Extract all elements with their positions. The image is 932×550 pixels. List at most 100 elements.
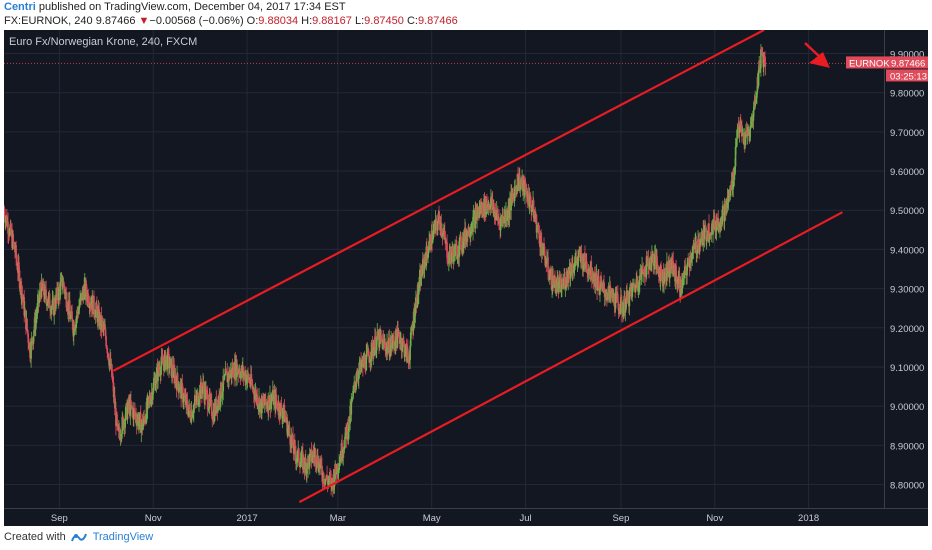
candle-body (449, 246, 452, 256)
candle-body (248, 379, 251, 384)
candle-body (764, 65, 767, 66)
candle-body (400, 338, 403, 350)
candle-body (592, 277, 594, 281)
candle-body (708, 223, 710, 240)
candle-body (259, 402, 261, 413)
candle-body (656, 264, 659, 267)
candle-body (20, 281, 23, 300)
candle-body (358, 370, 360, 380)
candle-body (59, 281, 62, 296)
candle-body (145, 402, 148, 423)
high-label: H: (301, 15, 313, 27)
price-tag-box (846, 56, 928, 69)
candle-body (12, 234, 15, 242)
candle-body (686, 257, 689, 267)
candle-body (105, 336, 107, 347)
candle-body (399, 340, 402, 344)
candle-body (551, 287, 553, 290)
author-link[interactable]: Centri (4, 1, 36, 13)
candle-body (251, 384, 254, 389)
candle-body (263, 404, 265, 406)
candle-body (619, 311, 621, 314)
chart-frame[interactable]: Euro Fx/Norwegian Krone, 240, FXCM 8.8000… (4, 30, 928, 526)
candle-body (310, 449, 313, 462)
candle-body (735, 138, 738, 147)
candle-body (705, 239, 708, 241)
candle-body (443, 231, 446, 238)
candle-body (688, 260, 690, 267)
candle-body (692, 249, 694, 252)
candle-body (561, 282, 563, 290)
candle-body (407, 348, 409, 358)
candle-body (337, 469, 340, 471)
down-arrow-icon: ▼ (138, 15, 150, 27)
candle-body (625, 298, 627, 310)
candle-body (495, 215, 497, 221)
candle-body (729, 185, 732, 197)
candle-body (13, 242, 16, 249)
candle-body (176, 373, 179, 384)
candle-body (350, 402, 353, 415)
candle-body (44, 287, 47, 290)
candle-body (389, 345, 392, 355)
candle-body (522, 182, 525, 192)
candle-body (727, 196, 730, 203)
candle-body (423, 259, 426, 270)
candle-body (749, 128, 751, 142)
candle-body (206, 390, 208, 394)
candle-body (538, 233, 541, 244)
candle-body (366, 350, 368, 354)
close-value: 9.87466 (417, 15, 458, 27)
candle-body (143, 416, 145, 419)
candle-body (142, 416, 145, 424)
candle-body (574, 261, 576, 264)
candle-body (124, 407, 127, 420)
candle-body (133, 409, 136, 411)
candle-body (545, 263, 548, 265)
candle-body (577, 257, 579, 259)
candle-body (247, 375, 250, 381)
candle-body (280, 404, 283, 413)
candle-body (421, 273, 424, 276)
candle-body (717, 217, 720, 228)
candle-body (546, 258, 548, 265)
candle-body (422, 258, 425, 261)
candle-body (367, 349, 370, 357)
tradingview-logo-icon (70, 533, 87, 542)
candle-body (286, 417, 289, 436)
candle-body (760, 49, 762, 69)
candle-body (491, 199, 494, 210)
candle-body (624, 309, 627, 313)
price-chart[interactable]: Euro Fx/Norwegian Krone, 240, FXCM 8.8000… (4, 30, 928, 526)
candle-body (519, 182, 522, 190)
candle-body (161, 358, 164, 364)
candle-body (330, 479, 333, 488)
candle-body (225, 371, 228, 373)
candle-body (638, 275, 641, 286)
candle-body (165, 359, 167, 370)
candle-body (19, 287, 21, 289)
candle-body (379, 331, 381, 337)
candle-body (268, 405, 271, 410)
candle-body (78, 304, 81, 308)
candle-body (218, 394, 221, 403)
candle-body (539, 236, 542, 248)
candle-body (456, 245, 458, 259)
candle-body (469, 231, 472, 237)
candle-body (40, 279, 43, 298)
tradingview-brand-link[interactable]: TradingView (92, 531, 154, 543)
candle-body (6, 215, 8, 226)
candle-body (454, 245, 456, 257)
candle-body (140, 424, 143, 433)
candle-body (700, 238, 702, 245)
candle-body (596, 273, 598, 291)
candle-body (341, 443, 343, 458)
candle-body (657, 266, 660, 274)
candle-body (163, 356, 166, 371)
candle-body (564, 287, 567, 289)
candle-body (527, 192, 530, 205)
candle-body (56, 287, 59, 299)
channel-line-lower (298, 211, 843, 504)
candle-body (197, 404, 200, 406)
candle-body (171, 364, 174, 375)
